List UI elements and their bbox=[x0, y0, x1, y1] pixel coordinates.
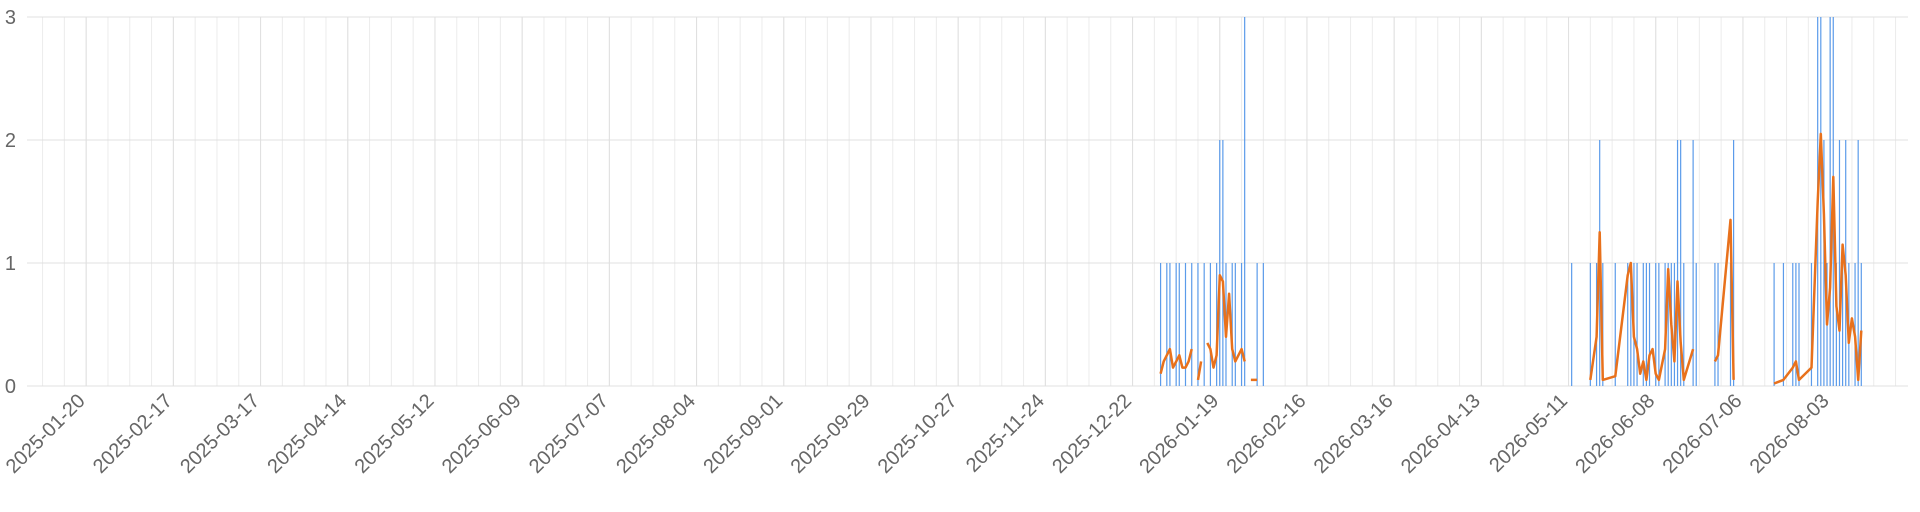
x-tick-label: 2026-01-19 bbox=[1135, 390, 1223, 478]
x-tick-label: 2025-05-12 bbox=[351, 390, 439, 478]
line bbox=[1159, 132, 1863, 385]
x-tick-label: 2025-08-04 bbox=[612, 390, 700, 478]
x-tick-label: 2026-05-11 bbox=[1485, 390, 1572, 477]
x-tick-label: 2026-06-08 bbox=[1571, 390, 1659, 478]
x-tick-label: 2026-03-16 bbox=[1310, 390, 1398, 478]
x-tick-label: 2026-07-06 bbox=[1659, 390, 1747, 478]
x-tick-label: 2025-09-01 bbox=[699, 390, 787, 478]
y-tick-label: 0 bbox=[5, 376, 16, 398]
x-tick-label: 2026-08-03 bbox=[1746, 390, 1834, 478]
x-tick-label: 2025-03-17 bbox=[176, 390, 264, 478]
x-tick-label: 2025-07-07 bbox=[525, 390, 613, 478]
x-tick-label: 2025-10-27 bbox=[874, 390, 962, 478]
x-tick-label: 2025-02-17 bbox=[89, 390, 177, 478]
x-tick-label: 2025-06-09 bbox=[438, 390, 526, 478]
x-tick-label: 2026-04-13 bbox=[1397, 390, 1485, 478]
y-tick-label: 1 bbox=[5, 253, 16, 275]
x-tick-label: 2025-04-14 bbox=[263, 390, 351, 478]
x-tick-label: 2025-11-24 bbox=[962, 390, 1049, 477]
x-tick-label: 2025-12-22 bbox=[1048, 390, 1136, 478]
x-tick-label: 2025-09-29 bbox=[787, 390, 875, 478]
y-tick-label: 2 bbox=[5, 130, 16, 152]
x-tick-label: 2025-01-20 bbox=[2, 390, 90, 478]
y-tick-label: 3 bbox=[5, 7, 16, 29]
x-tick-label: 2026-02-16 bbox=[1223, 390, 1311, 478]
